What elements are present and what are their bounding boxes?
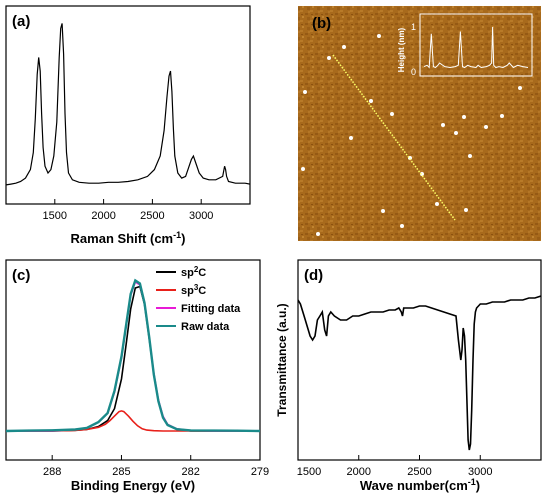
afm-profile-line <box>332 54 456 221</box>
afm-particle <box>377 34 381 38</box>
x-tick-label: 282 <box>182 466 200 478</box>
x-tick-label: 2000 <box>91 210 115 222</box>
afm-particle <box>484 125 488 129</box>
inset-y-tick-label: 0 <box>411 67 416 77</box>
afm-particle <box>381 209 385 213</box>
height-profile-line <box>423 26 529 69</box>
panel-a: 1500 2000 2500 3000 (a) Raman Shift (cm-1) <box>5 5 251 246</box>
afm-particle <box>342 45 346 49</box>
panel-a-xlabel: Raman Shift (cm-1) <box>71 230 186 246</box>
x-tick-label: 3000 <box>189 210 213 222</box>
afm-particle <box>400 224 404 228</box>
afm-particle <box>390 112 394 116</box>
panel-a-label: (a) <box>12 13 30 30</box>
panel-d: 1500 2000 2500 3000 (d) Wave number(cm-1) T… <box>275 259 542 493</box>
afm-particle <box>327 56 331 60</box>
x-tick-label: 2000 <box>347 466 371 478</box>
panel-c-label: (c) <box>12 267 30 284</box>
afm-particle <box>303 90 307 94</box>
panel-b: (b) 0 1 Height (nm) <box>298 6 541 241</box>
x-tick-label: 3000 <box>468 466 492 478</box>
xps-series-line <box>6 278 260 433</box>
panel-c-xlabel: Binding Energy (eV) <box>71 478 195 493</box>
inset-ylabel: Height (nm) <box>397 27 406 72</box>
afm-particle <box>518 86 522 90</box>
x-tick-label: 1500 <box>43 210 67 222</box>
legend-label: sp3C <box>181 283 206 297</box>
xps-series-line <box>6 410 260 432</box>
inset-y-tick-label: 1 <box>411 22 416 32</box>
inset-frame <box>419 13 533 77</box>
x-tick-label: 288 <box>43 466 61 478</box>
x-tick-label: 285 <box>112 466 130 478</box>
panel-d-label: (d) <box>304 267 323 284</box>
panel-a-frame <box>5 5 251 205</box>
afm-particle <box>500 114 504 118</box>
legend-label: Raw data <box>181 321 230 333</box>
afm-particles <box>301 34 522 236</box>
ftir-series-line <box>298 295 541 451</box>
raman-series-line <box>6 23 250 186</box>
afm-particle <box>349 136 353 140</box>
x-tick-label: 2500 <box>407 466 431 478</box>
afm-particle <box>301 167 305 171</box>
panel-d-xlabel: Wave number(cm-1) <box>360 477 480 493</box>
legend-label: sp2C <box>181 265 206 279</box>
x-tick-label: 1500 <box>297 466 321 478</box>
afm-particle <box>462 115 466 119</box>
legend-label: Fitting data <box>181 303 241 315</box>
afm-particle <box>464 208 468 212</box>
panel-c: 288 285 282 279 sp2C sp3C Fitting data Raw dat… <box>5 259 269 493</box>
afm-particle <box>468 154 472 158</box>
x-tick-label: 2500 <box>140 210 164 222</box>
legend: sp2C sp3C Fitting data Raw data <box>156 265 241 333</box>
afm-particle <box>454 131 458 135</box>
afm-particle <box>369 99 373 103</box>
x-tick-label: 279 <box>251 466 269 478</box>
afm-particle <box>435 202 439 206</box>
afm-particle <box>316 232 320 236</box>
panel-d-frame <box>297 259 542 461</box>
panel-b-label: (b) <box>312 15 331 32</box>
afm-particle <box>441 123 445 127</box>
panel-d-ylabel: Transmittance (a.u.) <box>275 303 289 416</box>
panel-c-frame <box>5 259 261 461</box>
